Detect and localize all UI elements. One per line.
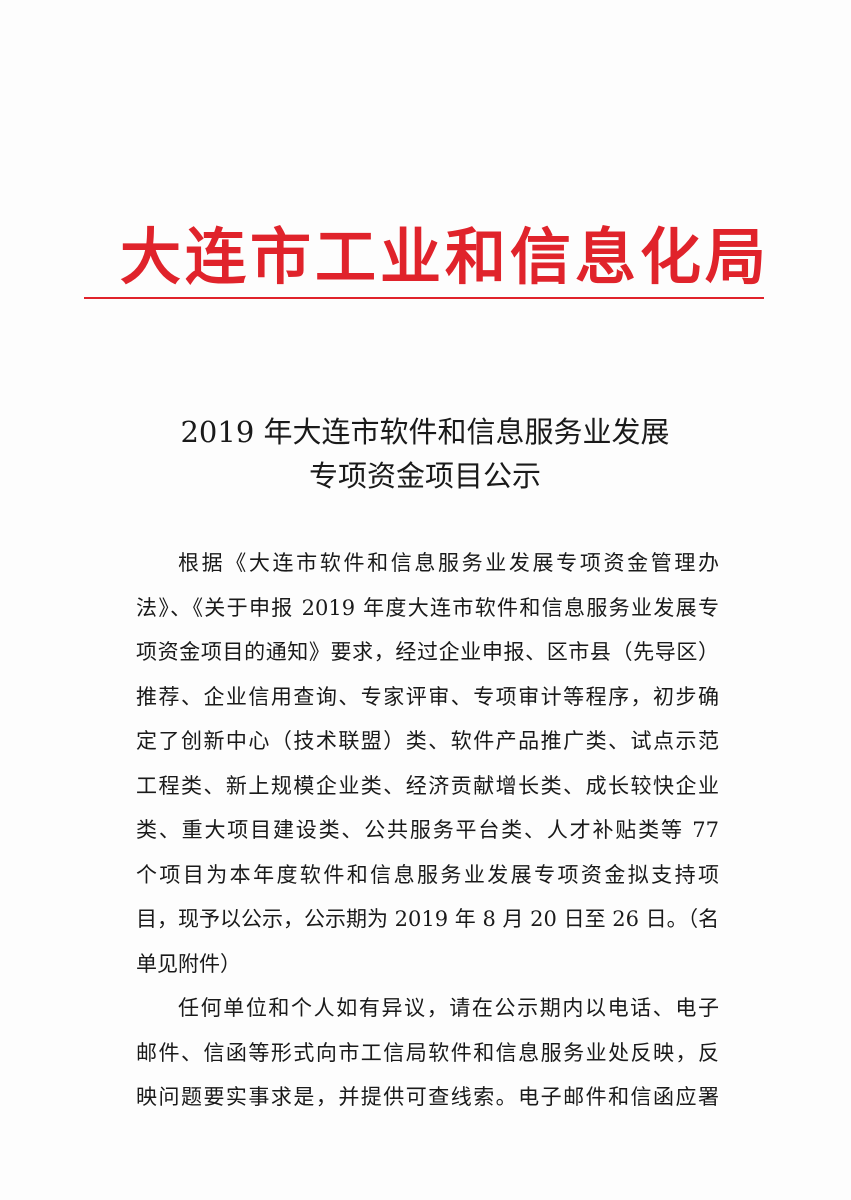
body-line: 定了创新中心（技术联盟）类、软件产品推广类、试点示范 <box>136 729 719 753</box>
body-line: 根据《大连市软件和信息服务业发展专项资金管理办 <box>178 551 719 575</box>
document-body: 根据《大连市软件和信息服务业发展专项资金管理办 法》、《关于申报 2019 年度… <box>136 541 719 1120</box>
body-line: 项资金项目的通知》要求，经过企业申报、区市县（先导区） <box>136 640 719 664</box>
body-line: 法》、《关于申报 2019 年度大连市软件和信息服务业发展专 <box>136 595 719 620</box>
body-line: 个项目为本年度软件和信息服务业发展专项资金拟支持项 <box>136 862 719 887</box>
letterhead-org-name: 大连市工业和信息化局 <box>120 222 771 293</box>
body-line: 映问题要实事求是，并提供可查线索。电子邮件和信函应署 <box>136 1085 719 1109</box>
document-title: 2019 年大连市软件和信息服务业发展 专项资金项目公示 <box>100 410 750 498</box>
body-line: 任何单位和个人如有异议，请在公示期内以电话、电子 <box>178 996 719 1020</box>
body-line: 推荐、企业信用查询、专家评审、专项审计等程序，初步确 <box>136 684 719 709</box>
body-line: 邮件、信函等形式向市工信局软件和信息服务业处反映，反 <box>136 1040 719 1065</box>
title-line-2: 专项资金项目公示 <box>308 459 541 493</box>
body-line: 目，现予以公示，公示期为 2019 年 8 月 20 日至 26 日。（名 <box>136 907 720 931</box>
body-line: 工程类、新上规模企业类、经济贡献增长类、成长较快企业 <box>136 773 719 798</box>
letterhead-red-rule <box>84 297 764 299</box>
body-line: 单见附件） <box>136 951 241 976</box>
body-line: 类、重大项目建设类、公共服务平台类、人才补贴类等 77 <box>136 818 719 842</box>
title-line-1: 2019 年大连市软件和信息服务业发展 <box>180 415 670 449</box>
